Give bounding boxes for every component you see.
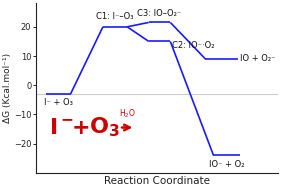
Text: $\mathrm{H_2O}$: $\mathrm{H_2O}$: [119, 107, 136, 120]
Text: C3: IO–O₂⁻: C3: IO–O₂⁻: [138, 9, 182, 18]
Text: IO⁻ + O₂: IO⁻ + O₂: [209, 160, 245, 169]
X-axis label: Reaction Coordinate: Reaction Coordinate: [104, 176, 210, 186]
Text: $\bf{O_3}$: $\bf{O_3}$: [89, 116, 120, 139]
Text: $\bf{+}$: $\bf{+}$: [70, 118, 89, 138]
Text: C2: IO⁻·O₂: C2: IO⁻·O₂: [172, 41, 214, 50]
Text: $\bf{I}^-$: $\bf{I}^-$: [49, 118, 74, 138]
Text: C1: I⁻–O₃: C1: I⁻–O₃: [96, 12, 134, 21]
Text: I⁻ + O₃: I⁻ + O₃: [44, 98, 73, 107]
Y-axis label: ΔG (Kcal.mol⁻¹): ΔG (Kcal.mol⁻¹): [3, 53, 12, 123]
Text: IO + O₂⁻: IO + O₂⁻: [240, 54, 276, 64]
